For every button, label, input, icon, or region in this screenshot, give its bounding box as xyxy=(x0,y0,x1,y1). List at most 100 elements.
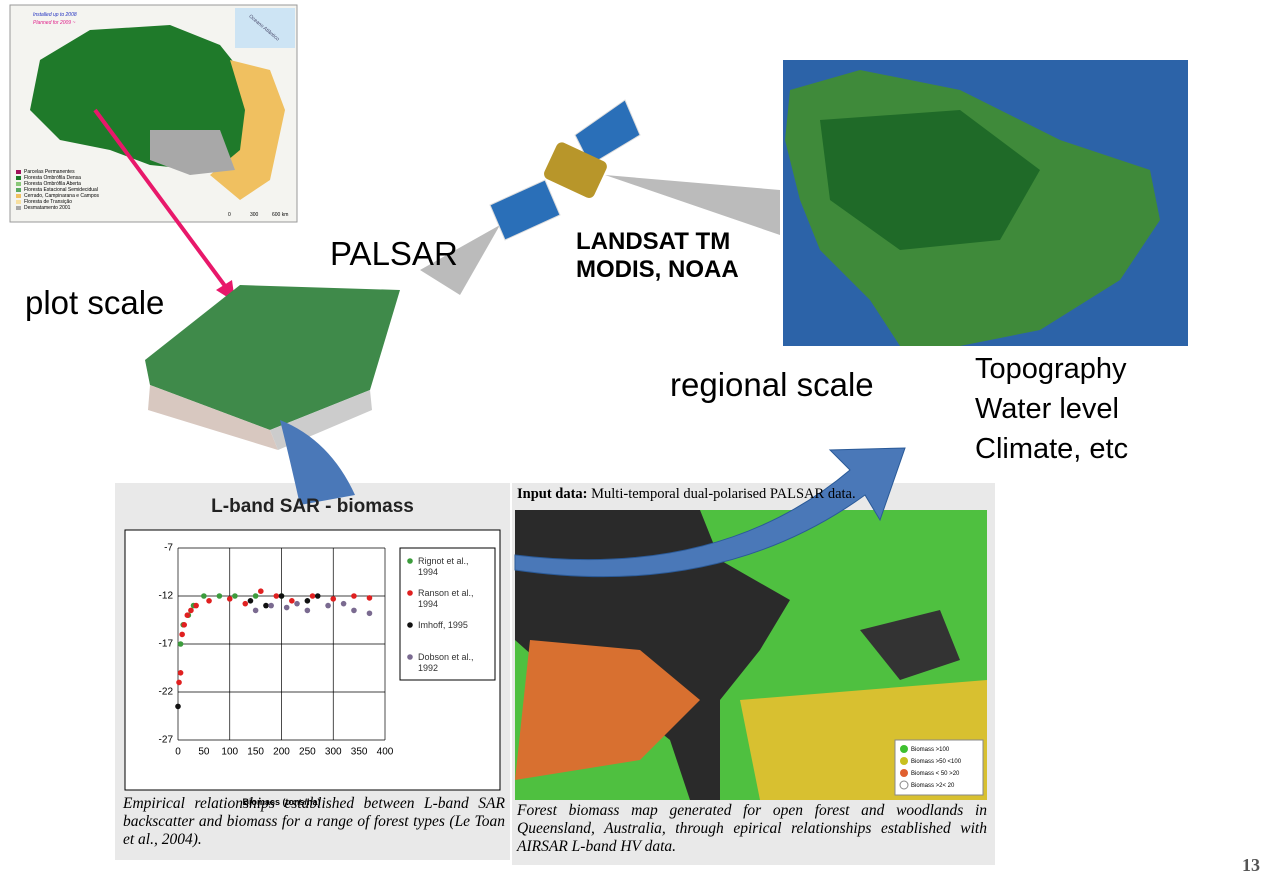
map-legend-swatch xyxy=(16,200,21,204)
ocean xyxy=(235,8,295,48)
map-legend: Cerrado, Campinarana e Campos xyxy=(24,193,100,199)
point xyxy=(351,607,357,614)
x-tick-label: 100 xyxy=(221,747,238,758)
point xyxy=(263,602,269,609)
point xyxy=(366,595,373,601)
map-legend-swatch xyxy=(16,188,21,192)
x-tick-label: 0 xyxy=(175,747,181,758)
terrain-top xyxy=(145,285,400,430)
point xyxy=(294,600,300,607)
legend-entry: Dobson et al., 1992 xyxy=(418,652,474,673)
scale: 600 km xyxy=(272,212,289,218)
x-tick-label: 150 xyxy=(247,747,264,758)
input-line: Input data: Multi-temporal dual-polarise… xyxy=(517,486,856,503)
legend-swatch xyxy=(900,757,908,765)
dark-area xyxy=(515,510,790,800)
label: plot scale xyxy=(25,284,165,321)
chart-title: L-band SAR - biomass xyxy=(211,496,414,517)
point xyxy=(325,602,331,609)
label: regional scale xyxy=(670,366,874,403)
biomass-legend: Biomass < 50 >20 xyxy=(911,771,960,777)
point xyxy=(175,703,181,710)
x-tick-label: 200 xyxy=(273,747,290,758)
point xyxy=(314,593,321,599)
map-legend-swatch xyxy=(16,182,21,186)
map-legend: Planned for 2009 ~ xyxy=(33,20,76,26)
map-legend-swatch xyxy=(16,170,21,174)
curved-arrow xyxy=(280,420,355,505)
legend-marker xyxy=(407,654,413,660)
dark-area xyxy=(860,610,960,680)
beam xyxy=(605,175,780,235)
point xyxy=(179,631,185,638)
point xyxy=(232,593,238,599)
x-tick-label: 350 xyxy=(351,747,368,758)
y-tick-label: -22 xyxy=(159,687,174,698)
label: LANDSAT TM xyxy=(576,228,731,255)
point xyxy=(258,588,264,594)
y-tick-label: -27 xyxy=(159,735,174,746)
terrain-side xyxy=(148,385,278,450)
scale: 300 xyxy=(250,212,259,218)
point xyxy=(273,593,280,599)
biomass-legend: Biomass >50 <100 xyxy=(911,759,962,765)
point xyxy=(206,598,212,604)
map-legend: Parcelas Permanentes xyxy=(24,169,75,175)
point xyxy=(176,679,182,686)
x-tick-label: 400 xyxy=(377,747,394,758)
point xyxy=(330,596,337,602)
x-tick-label: 300 xyxy=(325,747,342,758)
beam xyxy=(420,225,500,295)
point xyxy=(283,604,290,611)
forest xyxy=(820,110,1040,250)
y-tick-label: -12 xyxy=(159,591,174,602)
point xyxy=(226,596,233,602)
point xyxy=(201,593,207,599)
map-legend: Floresta Ombrófila Aberta xyxy=(24,181,81,187)
label: Topography xyxy=(975,353,1127,385)
legend-marker xyxy=(407,558,413,564)
point xyxy=(340,600,347,607)
x-tick-label: 50 xyxy=(198,747,210,758)
point xyxy=(366,610,373,617)
deforest-region xyxy=(150,130,235,175)
point xyxy=(252,593,259,599)
point xyxy=(188,607,194,614)
point xyxy=(177,641,184,647)
point xyxy=(278,593,285,599)
legend-entry: Imhoff, 1995 xyxy=(418,620,468,630)
point xyxy=(216,593,223,599)
x-axis-label: Biomass (tons/ha) xyxy=(242,797,321,807)
map-legend-swatch xyxy=(16,176,21,180)
legend-marker xyxy=(407,622,413,628)
point xyxy=(181,622,188,628)
label: Climate, etc xyxy=(975,433,1129,465)
page-number: 13 xyxy=(1242,855,1260,875)
map-legend-swatch xyxy=(16,194,21,198)
map-legend: Desmatamento 2001 xyxy=(24,205,71,211)
satellite-body xyxy=(544,142,607,198)
point xyxy=(184,612,191,618)
caption: Forest biomass map generated for open fo… xyxy=(517,802,987,855)
label: Water level xyxy=(975,393,1119,425)
curved-arrow xyxy=(514,447,906,578)
point xyxy=(193,602,199,609)
map-legend: Floresta Estacional Semidecidual xyxy=(24,187,98,193)
legend-swatch xyxy=(899,780,909,790)
point xyxy=(268,602,274,609)
map-legend: Installed up to 2008 xyxy=(33,12,77,18)
legend-box xyxy=(399,547,496,681)
map-legend-swatch xyxy=(16,206,21,210)
map-legend: Floresta de Transição xyxy=(24,199,73,205)
legend-swatch xyxy=(900,769,908,777)
legend-marker xyxy=(407,590,413,596)
point xyxy=(351,593,357,599)
biomass-legend: Biomass >100 xyxy=(911,747,950,753)
solar-panel xyxy=(489,179,561,241)
point xyxy=(252,607,259,614)
point xyxy=(247,598,254,604)
arrow xyxy=(93,108,230,292)
caption: Empirical relationships established betw… xyxy=(123,795,505,848)
